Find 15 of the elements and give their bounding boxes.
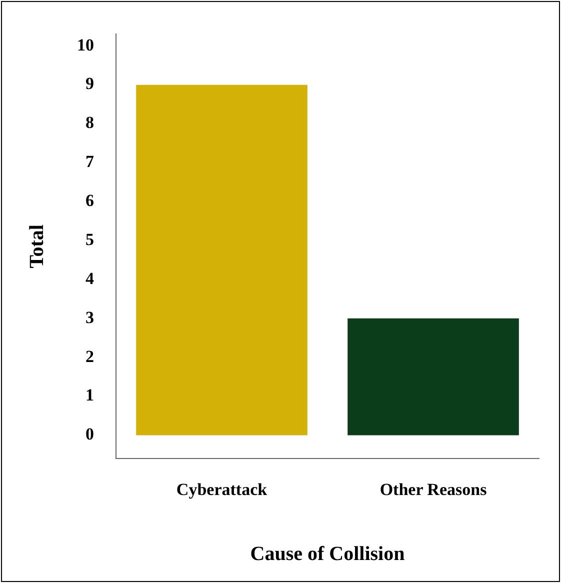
y-tick-label: 6 <box>86 191 94 210</box>
y-tick-label: 8 <box>86 113 94 132</box>
y-tick-label: 4 <box>86 268 94 288</box>
x-axis-title: Cause of Collision <box>250 543 405 566</box>
y-tick-label: 3 <box>86 308 94 327</box>
x-tick-label: Other Reasons <box>380 480 488 500</box>
y-tick-label: 5 <box>86 230 94 249</box>
y-tick-label: 9 <box>86 74 94 94</box>
y-tick-label: 10 <box>77 35 94 54</box>
x-tick-label: Cyberattack <box>176 480 268 500</box>
y-axis-title: Total <box>26 224 48 268</box>
y-tick-label: 7 <box>86 152 94 172</box>
y-tick-label: 1 <box>86 386 94 405</box>
y-tick-label: 0 <box>86 424 94 444</box>
y-tick-label: 2 <box>86 346 94 366</box>
